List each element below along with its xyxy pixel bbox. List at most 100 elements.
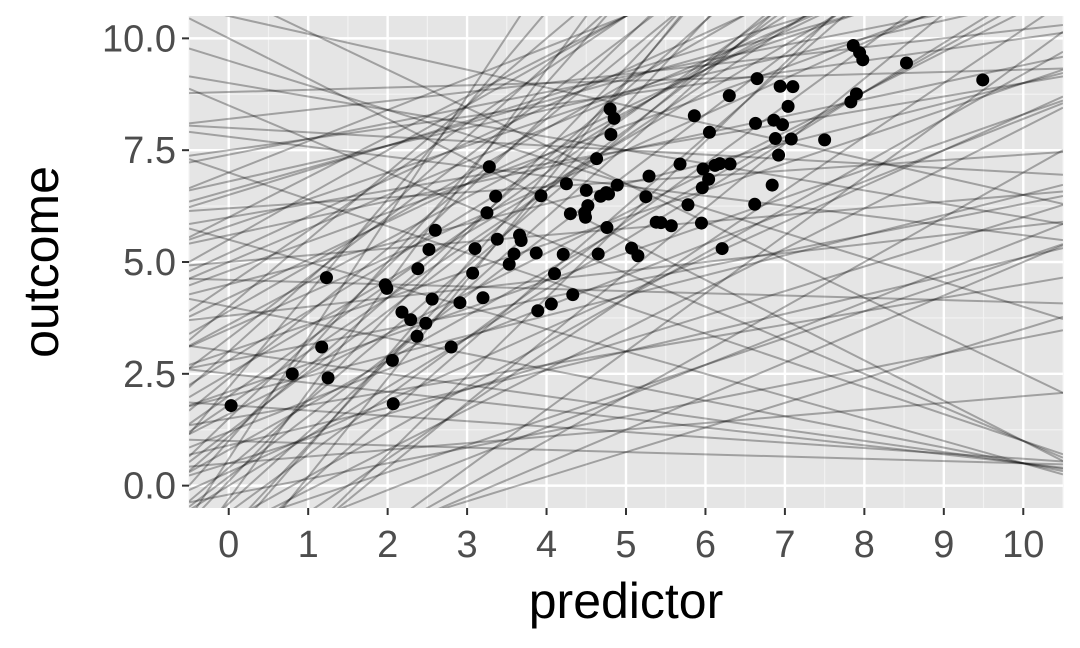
data-point bbox=[899, 56, 913, 70]
regression-line bbox=[220, 16, 588, 508]
regression-line bbox=[189, 438, 1063, 466]
data-point bbox=[581, 199, 595, 213]
data-point bbox=[591, 247, 605, 261]
regression-line bbox=[189, 23, 1063, 125]
regression-line bbox=[189, 16, 629, 190]
regression-line bbox=[190, 16, 990, 508]
regression-line bbox=[189, 150, 1063, 213]
regression-line bbox=[250, 50, 1063, 508]
regression-line bbox=[189, 75, 1063, 225]
data-point bbox=[544, 297, 558, 311]
regression-line bbox=[278, 243, 1063, 508]
y-tick-label: 10.0 bbox=[102, 18, 176, 60]
regression-line bbox=[189, 124, 1063, 176]
regression-line bbox=[189, 368, 1063, 469]
regression-line bbox=[189, 16, 855, 241]
data-point bbox=[453, 296, 467, 310]
data-point bbox=[224, 399, 238, 413]
data-point bbox=[321, 371, 335, 385]
regression-line bbox=[189, 68, 1063, 366]
data-point bbox=[395, 305, 409, 319]
regression-line bbox=[189, 391, 1063, 468]
x-tick-label: 9 bbox=[933, 524, 954, 566]
regression-line bbox=[189, 16, 628, 313]
x-tick-label: 1 bbox=[298, 524, 319, 566]
x-tick-label: 0 bbox=[218, 524, 239, 566]
regression-line bbox=[189, 16, 745, 335]
regression-line bbox=[189, 329, 1063, 504]
regression-line bbox=[189, 16, 629, 239]
regression-line bbox=[189, 99, 1063, 407]
data-point bbox=[702, 172, 716, 186]
x-axis: 0 1 2 3 4 5 6 7 8 9 10 bbox=[218, 508, 1044, 566]
regression-line bbox=[189, 297, 1063, 473]
data-point bbox=[723, 157, 737, 171]
y-tick-label: 0.0 bbox=[123, 466, 176, 508]
regression-line bbox=[189, 16, 927, 348]
regression-line bbox=[281, 16, 682, 508]
data-point bbox=[489, 189, 503, 203]
regression-line bbox=[189, 195, 1063, 370]
data-point bbox=[514, 234, 528, 248]
regression-line bbox=[189, 16, 629, 263]
regression-line bbox=[189, 72, 1063, 296]
x-axis-title: predictor bbox=[529, 573, 724, 629]
regression-line bbox=[189, 16, 787, 386]
regression-line bbox=[189, 276, 1063, 427]
data-point bbox=[776, 118, 790, 132]
regression-line bbox=[189, 16, 608, 487]
regression-line bbox=[233, 16, 909, 508]
regression-line bbox=[278, 16, 846, 508]
regression-line bbox=[442, 315, 1063, 508]
regression-line bbox=[189, 16, 1002, 474]
regression-line bbox=[189, 158, 1063, 456]
regression-line bbox=[410, 30, 1063, 508]
data-point bbox=[696, 162, 710, 176]
data-point bbox=[607, 111, 621, 125]
regression-line bbox=[189, 31, 1063, 157]
data-point bbox=[750, 72, 764, 86]
data-point bbox=[687, 109, 701, 123]
regression-line bbox=[189, 220, 1063, 322]
data-point bbox=[773, 79, 787, 93]
regression-line bbox=[254, 16, 684, 508]
regression-line bbox=[189, 130, 1063, 242]
y-axis: 0.0 2.5 5.0 7.5 10.0 bbox=[102, 18, 189, 508]
data-point bbox=[654, 216, 668, 230]
regression-line bbox=[189, 75, 1063, 225]
data-point bbox=[772, 148, 786, 162]
data-point bbox=[466, 266, 480, 280]
regression-line bbox=[189, 47, 1063, 320]
data-point bbox=[784, 132, 798, 146]
regression-line bbox=[438, 244, 1063, 508]
sampled-regression-lines bbox=[189, 16, 1063, 508]
regression-line bbox=[189, 16, 771, 425]
x-tick-label: 6 bbox=[695, 524, 716, 566]
regression-line bbox=[189, 16, 853, 203]
regression-line bbox=[425, 149, 1063, 508]
regression-line bbox=[189, 16, 837, 399]
regression-line bbox=[313, 16, 1045, 508]
regression-line bbox=[189, 227, 1063, 476]
regression-line bbox=[189, 16, 938, 164]
data-point bbox=[547, 267, 561, 281]
data-point bbox=[422, 242, 436, 256]
regression-line bbox=[189, 16, 766, 503]
data-point bbox=[319, 271, 333, 285]
data-point bbox=[502, 257, 516, 271]
regression-line bbox=[339, 223, 1063, 508]
regression-line bbox=[189, 16, 1017, 436]
regression-line bbox=[224, 16, 1063, 205]
regression-line bbox=[248, 16, 712, 508]
regression-line bbox=[189, 16, 651, 458]
data-point bbox=[566, 288, 580, 302]
regression-line bbox=[189, 204, 1063, 477]
regression-line bbox=[189, 16, 807, 433]
regression-line bbox=[189, 16, 778, 463]
regression-line bbox=[189, 16, 713, 472]
regression-line bbox=[189, 67, 1063, 95]
data-point bbox=[411, 262, 425, 276]
data-point bbox=[765, 178, 779, 192]
data-points bbox=[224, 39, 990, 413]
data-point bbox=[480, 206, 494, 220]
